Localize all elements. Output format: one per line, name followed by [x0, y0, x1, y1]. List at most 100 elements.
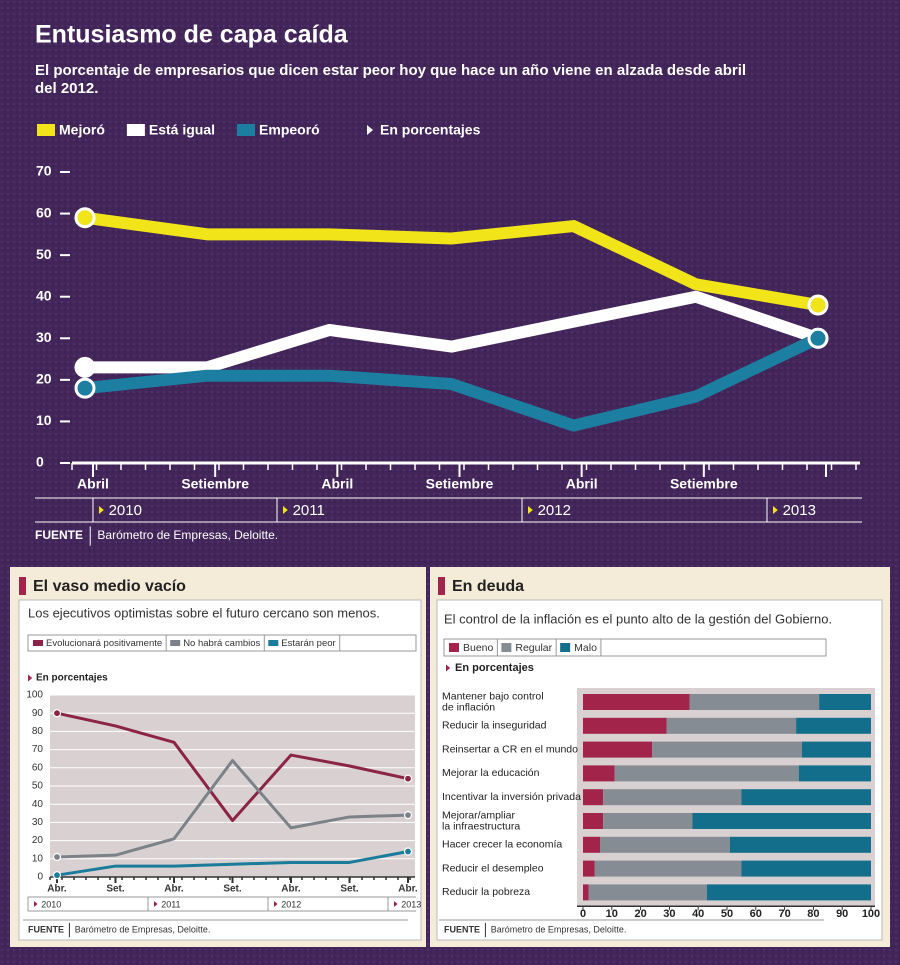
note: En porcentajes	[36, 673, 108, 684]
x-tick-label: 70	[778, 908, 790, 920]
y-tick-label: 0	[37, 872, 43, 883]
bar-segment	[692, 813, 871, 829]
category-label: Mantener bajo control de inflación	[442, 690, 544, 713]
bar-segment	[583, 741, 653, 758]
bar-segment	[583, 765, 615, 782]
panel-marker	[19, 577, 26, 595]
bar-segment	[603, 789, 742, 806]
end-marker	[52, 709, 62, 718]
y-tick-label: 60	[36, 204, 52, 220]
bar-segment	[583, 789, 604, 806]
category-label: Reducir la pobreza	[442, 886, 530, 898]
bar-segment	[583, 836, 601, 853]
y-tick-label: 90	[32, 708, 44, 719]
bar-segment	[652, 741, 802, 758]
bar-segment	[588, 884, 707, 901]
legend-label: Mejoró	[59, 122, 105, 138]
x-tick-label: 40	[692, 908, 704, 920]
y-tick-label: 10	[36, 412, 52, 428]
legend-swatch	[126, 124, 145, 136]
end-marker	[403, 847, 413, 856]
year-label: 2013	[783, 502, 816, 519]
x-tick-label: Abr.	[47, 884, 67, 895]
series-line	[84, 211, 820, 311]
x-tick-label: Abr.	[398, 884, 418, 895]
category-label: Mejorar la educación	[442, 767, 540, 779]
legend-swatch	[268, 640, 279, 646]
y-tick-label: 70	[36, 163, 52, 179]
y-tick-label: 0	[36, 454, 44, 470]
legend-label: Estarán peor	[281, 638, 335, 649]
source-text: Barómetro de Empresas, Deloitte.	[75, 924, 211, 934]
triangle-icon	[394, 901, 398, 907]
x-tick-label: 50	[721, 908, 733, 920]
category-label: Reducir la inseguridad	[442, 720, 547, 732]
series-line	[84, 332, 821, 432]
year-label: 2012	[281, 899, 301, 909]
bar-segment	[614, 765, 799, 782]
category-label: Mejorar/ampliar la infraestructura	[442, 809, 520, 832]
year-label: 2012	[538, 502, 571, 519]
year-label: 2010	[109, 502, 142, 519]
triangle-icon	[34, 901, 38, 907]
x-tick-label: Setiembre	[181, 476, 249, 492]
bar-segment	[583, 860, 595, 877]
source-label: FUENTE	[35, 528, 83, 542]
y-tick-label: 60	[32, 762, 44, 773]
legend-box	[443, 638, 827, 657]
bar-segment	[583, 717, 667, 734]
triangle-icon	[283, 506, 288, 514]
x-tick-label: Setiembre	[426, 476, 494, 492]
end-marker	[807, 294, 829, 316]
series-line	[56, 759, 409, 859]
source-text: Barómetro de Empresas, Deloitte.	[491, 924, 627, 934]
year-label: 2013	[401, 899, 421, 909]
end-marker	[52, 871, 62, 880]
source-label: FUENTE	[444, 924, 480, 934]
legend-swatch	[33, 640, 43, 646]
bar-segment	[600, 836, 730, 853]
legend-swatch	[501, 643, 512, 652]
legend-swatch	[37, 124, 55, 136]
legend-label: Regular	[515, 642, 552, 654]
category-label: Reinsertar a CR en el mundo	[442, 743, 578, 755]
main-title: Entusiasmo de capa caída	[35, 21, 349, 49]
x-tick-label: Abril	[321, 476, 353, 492]
x-tick-label: Abr.	[281, 884, 301, 895]
triangle-icon	[773, 506, 778, 514]
legend-label: Empeoró	[259, 122, 320, 138]
bar-segment	[689, 694, 820, 710]
legend-label: No habrá cambios	[183, 638, 260, 649]
panel-title: El vaso medio vacío	[33, 578, 186, 595]
note: En porcentajes	[380, 122, 481, 138]
x-tick-label: Abr.	[164, 884, 184, 895]
bar-segment	[603, 813, 693, 829]
legend-label: Malo	[574, 642, 597, 654]
x-tick-label: 80	[807, 908, 819, 920]
triangle-icon	[99, 506, 104, 514]
bar-segment	[796, 717, 871, 734]
bar-segment	[666, 717, 797, 734]
source-text: Barómetro de Empresas, Deloitte.	[97, 528, 278, 542]
triangle-icon	[154, 901, 158, 907]
legend-label: Evolucionará positivamente	[46, 638, 162, 649]
triangle-icon	[274, 901, 278, 907]
category-label: Hacer crecer la economía	[442, 839, 562, 851]
y-tick-label: 50	[32, 781, 44, 792]
end-marker	[74, 356, 96, 378]
note: En porcentajes	[455, 662, 534, 674]
x-tick-label: 0	[580, 908, 586, 920]
bar-segment	[594, 860, 742, 877]
legend-label: Está igual	[149, 122, 215, 138]
triangle-icon	[446, 664, 451, 672]
main-subtitle-box: El porcentaje de empresarios que dicen e…	[35, 62, 746, 97]
legend-box	[27, 634, 417, 652]
y-tick-label: 40	[36, 287, 52, 303]
end-marker	[807, 327, 829, 349]
x-tick-label: 60	[750, 908, 762, 920]
end-marker	[403, 811, 413, 820]
x-tick-label: 90	[836, 908, 848, 920]
x-tick-label: Set.	[223, 884, 242, 895]
triangle-icon	[28, 674, 33, 682]
x-tick-label: Setiembre	[670, 476, 738, 492]
